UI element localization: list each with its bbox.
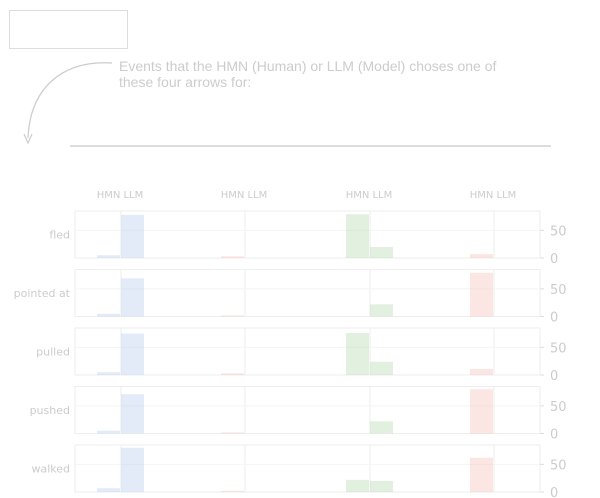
- tick-label: 0: [550, 252, 558, 267]
- arrow-connector-head: [23, 133, 33, 145]
- panel-frame: [74, 444, 541, 493]
- bar-walked-hmn-2: [221, 490, 244, 492]
- bar-pulled-hmn-1: [97, 372, 120, 375]
- panel-frame: [74, 386, 541, 434]
- bar-pushed-llm-3: [370, 421, 393, 434]
- tick-label: 50: [550, 458, 567, 473]
- bar-pushed-hmn-2: [221, 432, 244, 434]
- tick-label: 50: [550, 224, 567, 239]
- caption-text: Events that the HMN (Human) or LLM (Mode…: [119, 58, 519, 90]
- column-header-1: HMN LLM: [97, 190, 144, 201]
- row-label: pulled: [36, 346, 70, 359]
- row-label: pushed: [30, 404, 70, 417]
- tick-label: 0: [550, 486, 558, 498]
- bar-pulled-llm-1: [121, 333, 144, 375]
- bar-pushed-llm-1: [121, 394, 144, 434]
- caption-line-1: Events that the HMN (Human) or LLM (Mode…: [119, 58, 497, 74]
- bar-pulled-hmn-3: [346, 332, 369, 375]
- tick-label: 50: [550, 283, 567, 298]
- divider: [70, 145, 551, 147]
- panel-frame: [74, 210, 541, 259]
- bar-fled-hmn-3: [346, 214, 369, 258]
- bar-walked-llm-1: [121, 447, 144, 492]
- bar-fled-llm-3: [370, 246, 393, 258]
- bar-pulled-llm-3: [370, 361, 393, 375]
- bar-pulled-hmn-4: [470, 368, 493, 375]
- bar-walked-hmn-3: [346, 479, 369, 492]
- bar-walked-hmn-1: [97, 488, 120, 492]
- bar-pushed-hmn-1: [97, 430, 120, 434]
- bar-pulled-hmn-2: [221, 373, 244, 375]
- tick-label: 50: [550, 400, 567, 415]
- bar-pointed-at-llm-1: [121, 278, 144, 317]
- bar-pushed-hmn-4: [470, 389, 493, 434]
- tick-label: 0: [550, 369, 558, 384]
- panel-frame: [74, 327, 541, 376]
- bar-walked-llm-3: [370, 480, 393, 492]
- bar-fled-hmn-4: [470, 254, 493, 258]
- bar-walked-hmn-4: [470, 457, 493, 492]
- row-label: pointed at: [14, 287, 71, 300]
- row-label: fled: [49, 229, 70, 242]
- bar-pointed-at-llm-3: [370, 304, 393, 317]
- column-header-4: HMN LLM: [470, 190, 517, 201]
- tick-label: 50: [550, 341, 567, 356]
- column-header-3: HMN LLM: [346, 190, 393, 201]
- arrow-connector: [23, 62, 113, 145]
- bar-pointed-at-hmn-4: [470, 272, 493, 317]
- bar-fled-hmn-2: [221, 256, 244, 258]
- bar-fled-hmn-1: [97, 255, 120, 258]
- column-header-2: HMN LLM: [221, 190, 268, 201]
- bar-pointed-at-hmn-2: [221, 315, 244, 317]
- row-label: walked: [31, 463, 70, 476]
- bar-fled-llm-1: [121, 214, 144, 258]
- tick-label: 0: [550, 428, 558, 443]
- bar-pointed-at-hmn-1: [97, 313, 120, 317]
- tick-label: 0: [550, 311, 558, 326]
- arrow-connector-curve: [27, 62, 113, 139]
- caption-line-2: these four arrows for:: [119, 74, 252, 90]
- panel-frame: [74, 269, 541, 317]
- caption-box: [9, 10, 128, 49]
